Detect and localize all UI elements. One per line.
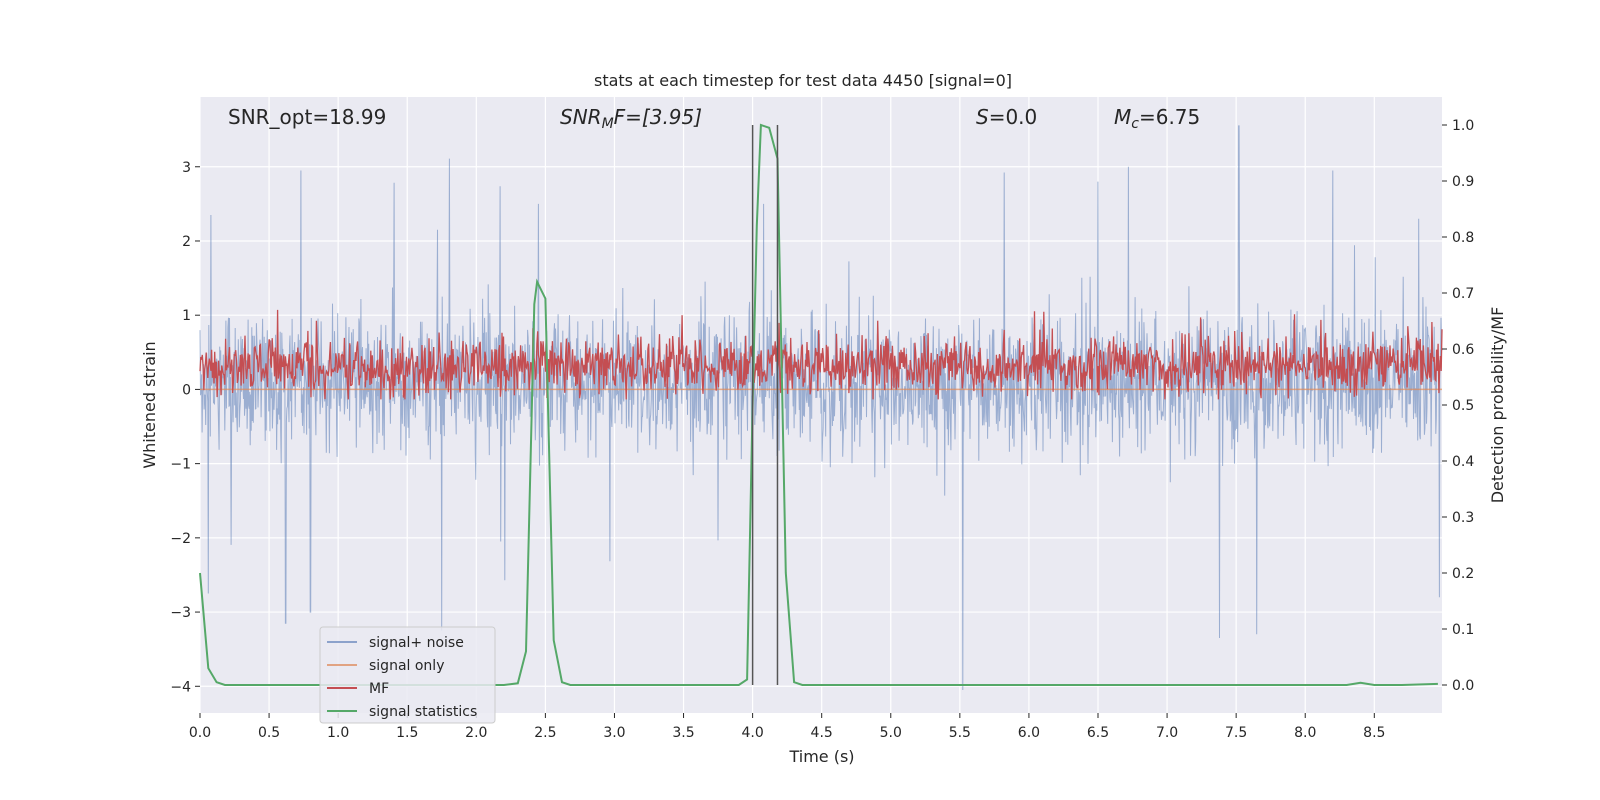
y-axis-ticks: 3 2 1 0 −1 −2 −3 −4 xyxy=(170,160,200,695)
x-tick-label: 5.0 xyxy=(880,725,902,741)
legend-entries: signal+ noise signal only MF signal statist… xyxy=(327,635,477,720)
annotations: SNR_opt=18.99 SNRMF=[3.95] S=0.0 Mc=6.75 xyxy=(228,105,1200,132)
x-tick-label: 5.5 xyxy=(949,725,971,741)
x-tick-label: 3.5 xyxy=(672,725,694,741)
snr-mf-subscript: M xyxy=(602,116,614,132)
x-tick-label: 2.5 xyxy=(534,725,556,741)
y-tick-label: −4 xyxy=(170,679,191,695)
mf-line xyxy=(199,309,1443,400)
x-tick-label: 6.5 xyxy=(1087,725,1109,741)
y-tick-label: −3 xyxy=(170,605,191,621)
snr-mf-value: F=[3.95] xyxy=(614,105,702,129)
x-tick-label: 7.0 xyxy=(1156,725,1178,741)
s-stat-annotation: S=0.0 xyxy=(976,105,1037,129)
y-right-tick-label: 0.4 xyxy=(1452,454,1474,470)
y-right-tick-label: 0.3 xyxy=(1452,510,1474,526)
x-tick-label: 3.0 xyxy=(603,725,625,741)
y-right-tick-label: 0.9 xyxy=(1452,174,1474,190)
x-tick-label: 0.0 xyxy=(189,725,211,741)
y-right-tick-label: 0.6 xyxy=(1452,342,1474,358)
x-tick-label: 1.0 xyxy=(327,725,349,741)
x-tick-label: 4.0 xyxy=(741,725,763,741)
mc-symbol: M xyxy=(1114,105,1131,129)
s-stat-symbol: S xyxy=(976,105,989,129)
s-stat-value: =0.0 xyxy=(989,105,1038,129)
x-tick-label: 1.5 xyxy=(396,725,418,741)
x-tick-label: 0.5 xyxy=(258,725,280,741)
x-tick-label: 6.0 xyxy=(1018,725,1040,741)
y-right-tick-label: 0.8 xyxy=(1452,230,1474,246)
y-right-tick-label: 0.1 xyxy=(1452,622,1474,638)
y-right-axis-ticks: 1.0 0.9 0.8 0.7 0.6 0.5 0.4 0.3 0.2 0.1 0.0 xyxy=(1442,118,1474,694)
mc-value: =6.75 xyxy=(1139,105,1200,129)
x-tick-label: 2.0 xyxy=(465,725,487,741)
x-tick-label: 4.5 xyxy=(811,725,833,741)
x-axis-ticks: 0.0 0.5 1.0 1.5 2.0 2.5 3.0 3.5 4.0 4.5 5.0 5.5 6.0 6… xyxy=(189,713,1385,741)
snr-mf-symbol: SNR xyxy=(560,105,602,129)
mf-series xyxy=(199,309,1443,400)
snr-opt-annotation: SNR_opt=18.99 xyxy=(228,105,386,129)
y-right-tick-label: 0.2 xyxy=(1452,566,1474,582)
x-tick-label: 8.0 xyxy=(1294,725,1316,741)
y-right-axis-label: Detection probability/MF xyxy=(1488,307,1507,504)
vertical-markers xyxy=(751,125,779,685)
plot-area xyxy=(199,97,1443,713)
legend-label: signal statistics xyxy=(369,704,477,720)
y-tick-label: 3 xyxy=(182,160,191,176)
legend-box xyxy=(319,626,496,724)
y-tick-label: −1 xyxy=(170,457,191,473)
snr-mf-annotation: SNRMF=[3.95] xyxy=(560,105,702,132)
y-tick-label: 0 xyxy=(182,382,191,398)
legend-label: signal only xyxy=(369,658,444,674)
x-tick-label: 8.5 xyxy=(1363,725,1385,741)
y-right-tick-label: 0.7 xyxy=(1452,286,1474,302)
chart-title: stats at each timestep for test data 445… xyxy=(594,71,1012,90)
y-tick-label: 1 xyxy=(182,308,191,324)
y-tick-label: 2 xyxy=(182,234,191,250)
y-tick-label: −2 xyxy=(170,531,191,547)
legend-label: MF xyxy=(369,681,389,697)
y-right-tick-label: 1.0 xyxy=(1452,118,1474,134)
x-tick-label: 7.5 xyxy=(1225,725,1247,741)
x-axis-label: Time (s) xyxy=(788,747,854,766)
y-right-tick-label: 0.5 xyxy=(1452,398,1474,414)
mc-subscript: c xyxy=(1131,116,1139,132)
mc-annotation: Mc=6.75 xyxy=(1114,105,1200,132)
legend: signal+ noise signal only MF signal statist… xyxy=(319,626,496,724)
y-right-tick-label: 0.0 xyxy=(1452,678,1474,694)
y-axis-label: Whitened strain xyxy=(140,341,159,468)
legend-label: signal+ noise xyxy=(369,635,464,651)
